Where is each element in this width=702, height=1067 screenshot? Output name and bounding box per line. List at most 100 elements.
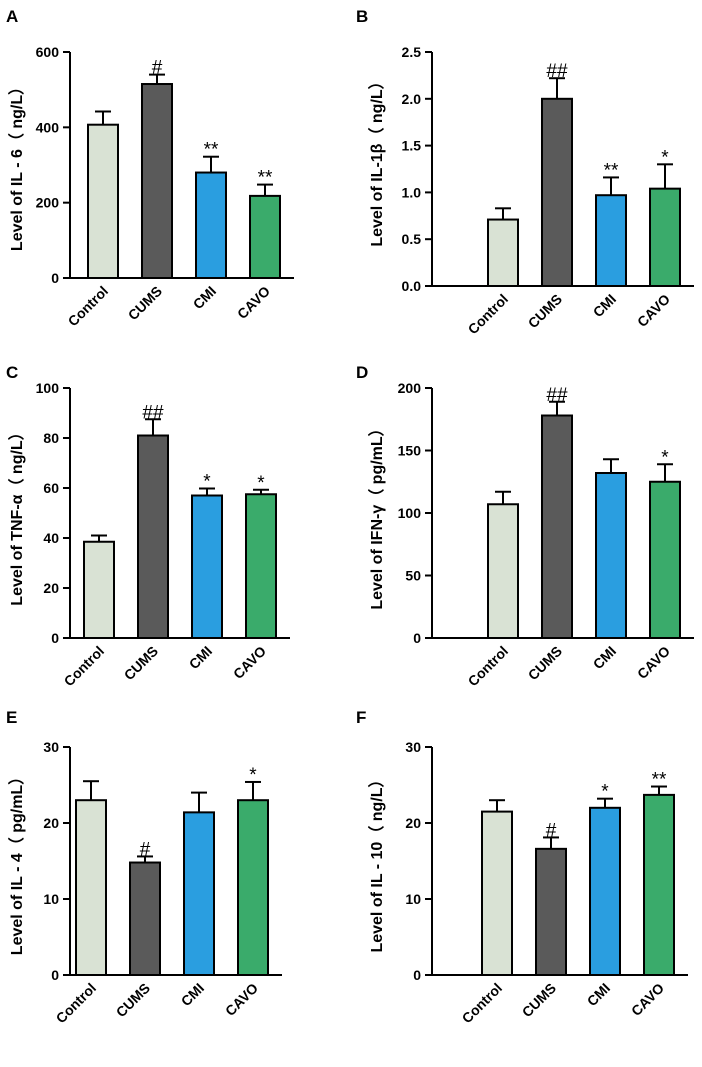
- panel-b-bar-cmi: [595, 194, 627, 287]
- panel-a-ytick-label-3: 600: [36, 44, 60, 60]
- panel-c-category-label-cavo: CAVO: [230, 643, 269, 682]
- panel-f-bar-control: [481, 810, 513, 976]
- panel-e-bar-cavo: [237, 799, 269, 977]
- panel-d-category-label-cums: CUMS: [525, 643, 565, 683]
- panel-b-bar-cums: [541, 97, 573, 287]
- panel-a-category-label-control: Control: [65, 283, 112, 330]
- panel-c-bar-cmi: [191, 494, 223, 639]
- panel-b-ytick-label-4: 2.0: [402, 91, 422, 107]
- panel-c-ytick-label-1: 20: [43, 580, 59, 596]
- panel-c-category-label-cmi: CMI: [186, 643, 215, 672]
- panel-a-ytick-label-2: 400: [36, 119, 60, 135]
- panel-f-category-label-cmi: CMI: [584, 980, 613, 1009]
- panel-a-bar-cums: [141, 83, 173, 280]
- panel-b-sig-cmi: **: [604, 160, 619, 181]
- panel-b-ytick-label-0: 0.0: [402, 278, 422, 294]
- panel-e-sig-cums: #: [140, 839, 151, 860]
- panel-a-bar-cmi: [195, 171, 227, 280]
- panel-f-bar-cums: [535, 847, 567, 977]
- panel-d-ytick-label-2: 100: [398, 505, 422, 521]
- panel-f-ytick-label-3: 30: [405, 739, 421, 755]
- panel-f-category-label-cavo: CAVO: [628, 980, 667, 1019]
- panel-b-ytick-label-3: 1.5: [402, 138, 422, 154]
- panel-b-category-label-control: Control: [465, 291, 512, 338]
- panel-b-bar-cavo: [649, 187, 681, 288]
- panel-b-category-label-cums: CUMS: [525, 291, 565, 331]
- panel-a-sig-cmi: **: [204, 140, 219, 161]
- panel-a-bar-cavo: [249, 194, 281, 280]
- panel-d-ytick-label-1: 50: [405, 568, 421, 584]
- panel-e-bar-control: [75, 799, 107, 977]
- panel-d-letter: D: [356, 363, 368, 382]
- panel-e-ylabel: Level of IL - 4（ pg/mL）: [8, 769, 26, 955]
- panel-b-sig-cums: ##: [546, 61, 568, 82]
- panel-d-bar-cums: [541, 414, 573, 639]
- panel-b-category-label-cavo: CAVO: [634, 291, 673, 330]
- panel-f-category-label-cums: CUMS: [519, 980, 559, 1020]
- panel-d-bar-cmi: [595, 472, 627, 639]
- panel-d-sig-cavo: *: [661, 447, 669, 468]
- panel-a-ytick-label-1: 200: [36, 195, 60, 211]
- panel-c-ytick-label-5: 100: [36, 380, 60, 396]
- panel-f-sig-cums: #: [546, 820, 557, 841]
- panel-c-bar-cums: [137, 434, 169, 639]
- panel-e-bar-cmi: [183, 811, 215, 976]
- panel-c-ylabel: Level of TNF-α（ ng/L）: [8, 424, 26, 605]
- panel-b-letter: B: [356, 7, 368, 26]
- panel-d-ylabel: Level of IFN-γ（ pg/mL）: [368, 420, 386, 609]
- panel-d-sig-cums: ##: [546, 385, 568, 406]
- panel-d-category-label-cavo: CAVO: [634, 643, 673, 682]
- panel-c-sig-cavo: *: [257, 473, 265, 494]
- panel-e-letter: E: [6, 708, 17, 727]
- panel-f-sig-cmi: *: [601, 782, 609, 803]
- panel-d-ytick-label-4: 200: [398, 380, 422, 396]
- panel-c-ytick-label-0: 0: [51, 630, 59, 646]
- panel-f-bar-cavo: [643, 793, 675, 976]
- panel-c-category-label-cums: CUMS: [121, 643, 161, 683]
- panel-e-ytick-label-2: 20: [43, 815, 59, 831]
- panel-d-category-label-control: Control: [465, 643, 512, 690]
- panel-c-ytick-label-4: 80: [43, 430, 59, 446]
- panel-c-bar-control: [83, 540, 115, 639]
- panel-a-category-label-cums: CUMS: [125, 283, 165, 323]
- panel-e-ytick-label-3: 30: [43, 739, 59, 755]
- panel-f-ytick-label-1: 10: [405, 891, 421, 907]
- panel-c-ytick-label-2: 40: [43, 530, 59, 546]
- panel-c-sig-cums: ##: [142, 402, 164, 423]
- panel-f-ylabel: Level of IL - 10（ ng/L）: [368, 771, 386, 952]
- panel-b-ytick-label-5: 2.5: [402, 44, 422, 60]
- panel-f-letter: F: [356, 708, 366, 727]
- panel-b-ylabel: Level of IL-1β（ ng/L）: [368, 73, 386, 246]
- panel-d-ytick-label-0: 0: [413, 630, 421, 646]
- panel-a-sig-cums: #: [152, 58, 163, 79]
- panel-b-bar-control: [487, 218, 519, 288]
- panel-c-category-label-control: Control: [61, 643, 108, 690]
- panel-c-bar-cavo: [245, 493, 277, 639]
- panel-b-ytick-label-2: 1.0: [402, 184, 422, 200]
- panel-e-category-label-cavo: CAVO: [222, 980, 261, 1019]
- panel-a-ytick-label-0: 0: [51, 270, 59, 286]
- panel-c-sig-cmi: *: [203, 472, 211, 493]
- panel-e-bar-cums: [129, 861, 161, 977]
- panel-f-sig-cavo: **: [652, 770, 667, 791]
- panel-d-bar-cavo: [649, 480, 681, 639]
- panel-d-bar-control: [487, 503, 519, 639]
- panel-a-sig-cavo: **: [258, 168, 273, 189]
- panel-e-category-label-control: Control: [53, 980, 100, 1027]
- panel-a-bar-control: [87, 123, 119, 279]
- panel-e-category-label-cmi: CMI: [178, 980, 207, 1009]
- panel-e-sig-cavo: *: [249, 765, 257, 786]
- panel-f-ytick-label-2: 20: [405, 815, 421, 831]
- panel-f-category-label-control: Control: [459, 980, 506, 1027]
- panel-a-category-label-cmi: CMI: [190, 283, 219, 312]
- panel-e-ytick-label-0: 0: [51, 967, 59, 983]
- panel-a-category-label-cavo: CAVO: [234, 283, 273, 322]
- panel-c-letter: C: [6, 363, 18, 382]
- panel-d-ytick-label-3: 150: [398, 443, 422, 459]
- panel-f-ytick-label-0: 0: [413, 967, 421, 983]
- panel-c-ytick-label-3: 60: [43, 480, 59, 496]
- panel-b-sig-cavo: *: [661, 147, 669, 168]
- panel-a-letter: A: [6, 7, 18, 26]
- panel-a-ylabel: Level of IL - 6（ ng/L）: [8, 79, 26, 251]
